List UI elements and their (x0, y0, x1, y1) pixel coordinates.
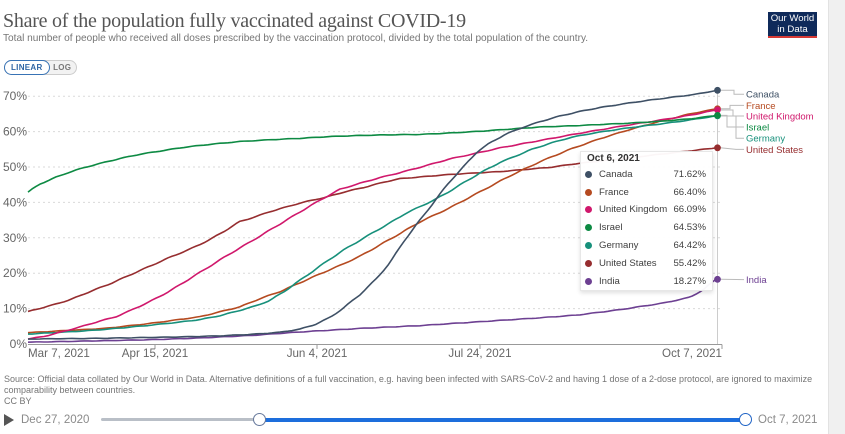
svg-text:United States: United States (746, 145, 803, 156)
svg-text:50%: 50% (3, 160, 27, 174)
svg-text:India: India (746, 275, 767, 286)
svg-text:Germany: Germany (746, 134, 785, 145)
svg-text:10%: 10% (3, 302, 27, 316)
svg-text:Jul 24, 2021: Jul 24, 2021 (448, 347, 511, 360)
svg-text:20%: 20% (3, 266, 27, 280)
svg-text:70%: 70% (3, 89, 27, 103)
svg-text:Oct 7, 2021: Oct 7, 2021 (662, 347, 722, 360)
svg-text:France: France (746, 101, 776, 112)
svg-text:40%: 40% (3, 195, 27, 209)
svg-text:0%: 0% (10, 337, 28, 351)
svg-text:Jun 4, 2021: Jun 4, 2021 (287, 347, 348, 360)
svg-text:United Kingdom: United Kingdom (746, 112, 814, 123)
svg-text:Mar 7, 2021: Mar 7, 2021 (28, 347, 90, 360)
svg-text:Canada: Canada (746, 90, 780, 101)
svg-text:Israel: Israel (746, 123, 769, 134)
svg-text:Apr 15, 2021: Apr 15, 2021 (122, 347, 188, 360)
svg-text:60%: 60% (3, 125, 27, 139)
svg-text:30%: 30% (3, 231, 27, 245)
